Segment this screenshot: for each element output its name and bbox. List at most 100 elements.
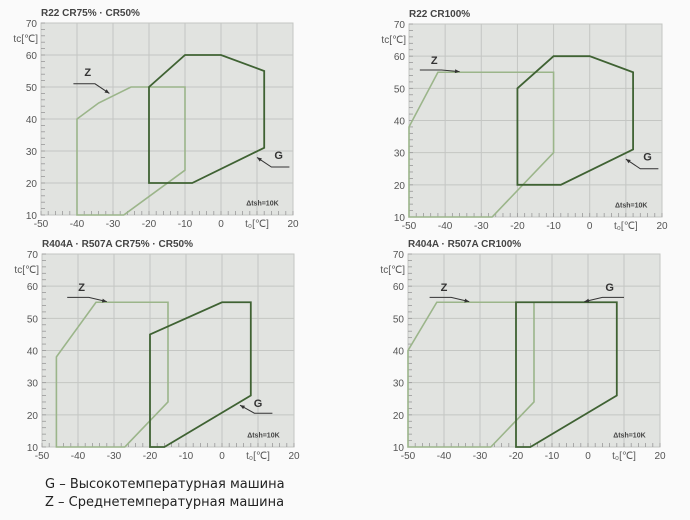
chart-2: -50 -40 -30 -20 -10 0 20 10 20 30 40 50 60 70 t₀[℃] tc[… [381,9,668,232]
x-tick-label: -50 [402,221,417,232]
arrow-head-icon [257,157,262,162]
x-axis-label: t₀[℃] [246,451,270,462]
x-tick-label: 0 [218,219,224,230]
area-z [408,71,555,218]
y-axis-label: tc[℃] [13,34,38,45]
series-label-g: G [643,152,652,164]
area-g [149,301,252,448]
y-tick-label: 60 [393,282,405,293]
y-tick-label: 10 [394,213,406,224]
leader-line-z [429,296,470,303]
x-tick-label: -50 [35,451,50,462]
chart-3: -50 -40 -30 -20 -10 0 20 10 20 30 40 50 60 70 t₀[℃] tc[… [14,239,300,462]
x-tick-label: -40 [71,451,86,462]
y-tick-label: 20 [27,411,39,422]
x-tick-label: -50 [34,219,49,230]
arrow-head-icon [101,298,107,303]
y-axis-label: tc[℃] [380,265,405,276]
x-tick-label: -30 [106,219,121,230]
y-tick-label: 40 [394,117,406,128]
leader-line-g [625,158,659,170]
y-axis-label: tc[℃] [381,35,406,46]
x-tick-label: -40 [438,221,453,232]
x-axis-label: t₀[℃] [245,219,269,230]
series-label-z: Z [431,55,438,67]
y-tick-label: 30 [393,379,405,390]
x-tick-label: 0 [585,451,591,462]
legend-z: Z – Среднетемпературная машина [45,495,285,510]
leader-line-g [584,296,624,303]
y-axis-label: tc[℃] [14,265,39,276]
y-tick-label: 10 [393,443,405,454]
y-tick-label: 40 [393,347,405,358]
area-z [55,301,169,448]
area-z [76,86,186,216]
x-tick-label: 20 [288,451,300,462]
y-tick-label: 20 [394,181,406,192]
y-tick-label: 70 [27,250,39,261]
arrow-head-icon [464,298,470,303]
y-tick-label: 70 [393,250,405,261]
x-tick-label: -20 [142,219,157,230]
chart-title: R22 CR75% · CR50% [41,8,140,19]
series-label-z: Z [84,67,91,79]
leader-line-g [239,404,273,414]
superheat-annotation: Δtsh=10K [613,432,645,439]
leader-line-z [67,296,107,303]
superheat-annotation: Δtsh=10K [615,202,647,209]
y-tick-label: 20 [393,411,405,422]
series-label-g: G [605,282,614,294]
area-g [148,54,266,184]
y-tick-label: 50 [26,83,38,94]
arrow-head-icon [454,69,460,74]
y-tick-label: 60 [27,282,39,293]
x-tick-label: -50 [401,451,416,462]
x-tick-label: -30 [473,451,488,462]
x-tick-label: -40 [70,219,85,230]
x-tick-label: 0 [587,221,593,232]
arrow-head-icon [240,405,245,410]
x-tick-label: 0 [219,451,225,462]
y-tick-label: 10 [27,443,39,454]
chart-title: R22 CR100% [409,9,470,20]
x-axis-label: t₀[℃] [612,451,636,462]
x-tick-label: 20 [656,221,668,232]
y-tick-label: 30 [394,149,406,160]
y-tick-label: 50 [394,84,406,95]
y-tick-label: 10 [26,211,38,222]
leader-line-g [256,156,290,168]
series-label-g: G [254,398,263,410]
leader-line-z [419,69,460,73]
x-tick-label: -40 [437,451,452,462]
arrow-head-icon [584,298,590,303]
superheat-annotation: Δtsh=10K [247,432,279,439]
y-tick-label: 20 [26,179,38,190]
series-label-z: Z [441,282,448,294]
chart-1: -50 -40 -30 -20 -10 0 20 10 20 30 40 50 60 70 t₀[℃] tc[… [13,8,299,230]
y-tick-label: 40 [27,347,39,358]
x-tick-label: -20 [509,451,524,462]
legend-g: G – Высокотемпературная машина [45,477,285,492]
x-tick-label: -10 [545,451,560,462]
x-tick-label: -10 [179,451,194,462]
x-tick-label: -30 [474,221,489,232]
series-label-z: Z [78,282,85,294]
x-tick-label: -30 [107,451,122,462]
x-tick-label: 20 [654,451,666,462]
chart-title: R404A · R507A CR100% [408,239,521,250]
x-tick-label: 20 [287,219,299,230]
y-tick-label: 60 [26,51,38,62]
arrow-head-icon [104,89,110,94]
arrow-head-icon [625,159,631,164]
y-tick-label: 70 [26,19,38,30]
chart-title: R404A · R507A CR75% · CR50% [42,239,193,250]
y-tick-label: 50 [27,314,39,325]
x-tick-label: -20 [510,221,525,232]
x-tick-label: -10 [178,219,193,230]
superheat-annotation: Δtsh=10K [246,200,278,207]
chart-4: -50 -40 -30 -20 -10 0 20 10 20 30 40 50 60 70 t₀[℃] tc[… [380,239,666,462]
y-tick-label: 60 [394,52,406,63]
y-tick-label: 30 [26,147,38,158]
x-axis-label: t₀[℃] [614,221,638,232]
